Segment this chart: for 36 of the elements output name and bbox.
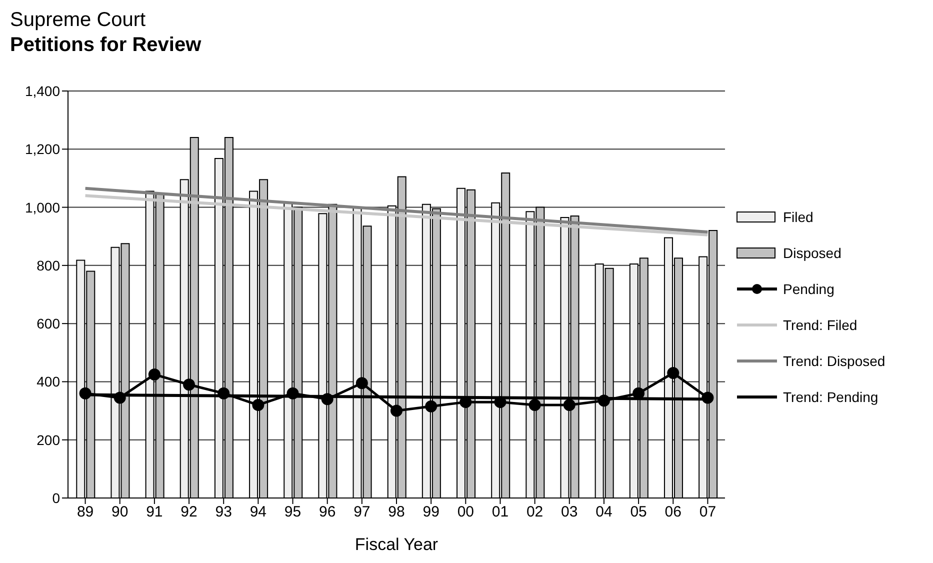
chart-subtitle: Petitions for Review xyxy=(9,33,202,58)
x-axis-title: Fiscal Year xyxy=(354,535,438,554)
x-tick-label: 98 xyxy=(388,504,405,521)
legend-label: Filed xyxy=(783,208,814,224)
x-tick-label: 94 xyxy=(250,504,267,521)
x-tick-label: 06 xyxy=(664,504,682,521)
legend-label: Disposed xyxy=(783,244,842,260)
x-tick-label: 00 xyxy=(457,504,474,521)
x-tick-label: 97 xyxy=(354,504,370,521)
y-tick-label: 0 xyxy=(52,490,60,506)
x-tick-label: 96 xyxy=(319,504,336,521)
legend-label: Trend: Disposed xyxy=(783,352,886,368)
y-tick-label: 200 xyxy=(36,432,60,448)
x-tick-label: 07 xyxy=(699,504,716,521)
y-tick-label: 800 xyxy=(36,257,60,274)
y-tick-label: 1,400 xyxy=(24,82,60,99)
y-tick-label: 1,000 xyxy=(24,199,60,216)
x-tick-label: 99 xyxy=(422,504,440,521)
y-tick-label: 1,200 xyxy=(24,141,60,158)
chart-title: Supreme Court xyxy=(9,8,147,32)
x-tick-label: 02 xyxy=(526,504,544,521)
x-tick-label: 90 xyxy=(112,504,128,521)
legend-label: Trend: Filed xyxy=(783,316,858,332)
x-tick-label: 03 xyxy=(561,504,578,521)
x-tick-label: 01 xyxy=(492,504,509,521)
y-tick-label: 600 xyxy=(36,316,60,332)
x-tick-label: 92 xyxy=(180,504,198,521)
legend-label: Trend: Pending xyxy=(783,388,878,404)
x-tick-label: 95 xyxy=(284,504,302,521)
x-tick-label: 89 xyxy=(76,504,94,521)
y-tick-label: 400 xyxy=(36,374,60,390)
legend-label: Pending xyxy=(783,280,834,296)
x-tick-label: 93 xyxy=(215,504,232,521)
x-tick-label: 04 xyxy=(596,504,612,521)
x-tick-label: 05 xyxy=(630,504,647,521)
x-tick-label: 91 xyxy=(146,504,163,521)
